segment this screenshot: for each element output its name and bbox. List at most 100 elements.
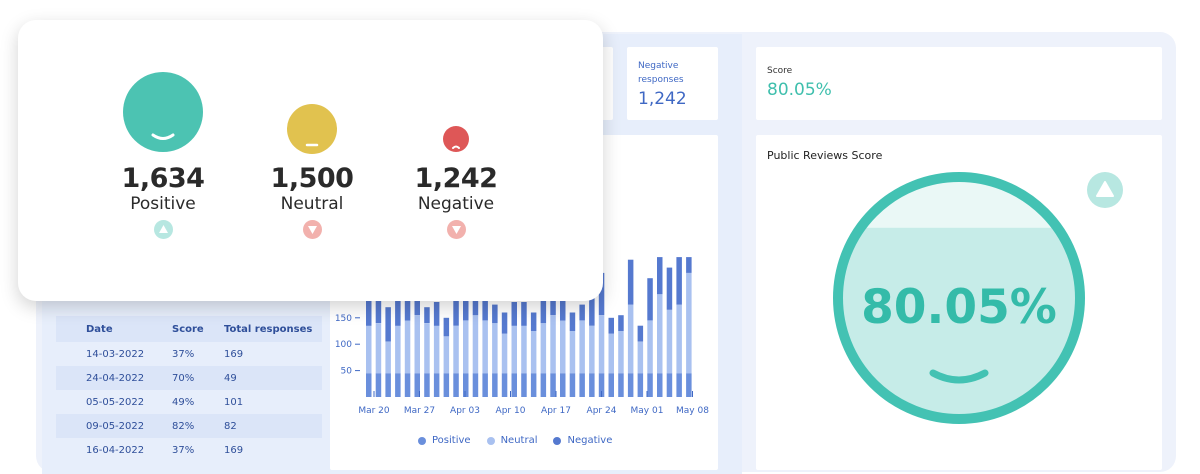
bar-positive[interactable] <box>560 373 566 397</box>
bar-negative[interactable] <box>395 288 401 326</box>
bar-neutral[interactable] <box>550 315 556 374</box>
bar-positive[interactable] <box>521 373 527 397</box>
bar-positive[interactable] <box>492 373 498 397</box>
bar-positive[interactable] <box>627 373 634 397</box>
trend-up-badge[interactable] <box>1087 172 1123 208</box>
bar-neutral[interactable] <box>598 315 605 374</box>
bar-neutral[interactable] <box>637 341 644 374</box>
bar-negative[interactable] <box>443 317 450 337</box>
table-row[interactable]: 05-05-2022 49% 101 <box>56 390 322 414</box>
bar-negative[interactable] <box>569 312 576 332</box>
bar-positive[interactable] <box>676 373 682 397</box>
bar-negative[interactable] <box>657 257 663 295</box>
table-row[interactable]: 16-04-2022 37% 169 <box>56 438 322 462</box>
bar-neutral[interactable] <box>686 272 692 374</box>
bar-neutral[interactable] <box>657 294 663 374</box>
bar-negative[interactable] <box>366 288 372 326</box>
bar-neutral[interactable] <box>492 323 498 374</box>
bar-negative[interactable] <box>637 325 644 342</box>
bar-neutral[interactable] <box>443 336 450 374</box>
positive-trend-up-icon[interactable] <box>154 220 173 239</box>
bar-positive[interactable] <box>686 373 692 397</box>
bar-neutral[interactable] <box>511 325 518 374</box>
bar-neutral[interactable] <box>540 323 547 374</box>
bar-negative[interactable] <box>666 267 673 310</box>
bar-positive[interactable] <box>414 373 421 397</box>
bar-negative[interactable] <box>501 312 508 334</box>
bar-neutral[interactable] <box>482 320 488 374</box>
bar-neutral[interactable] <box>385 341 391 374</box>
bar-negative[interactable] <box>521 302 527 326</box>
bar-negative[interactable] <box>404 296 411 321</box>
bar-negative[interactable] <box>385 307 391 342</box>
bar-neutral[interactable] <box>627 304 634 374</box>
bar-positive[interactable] <box>657 373 663 397</box>
bar-positive[interactable] <box>530 373 537 397</box>
table-header-total-responses[interactable]: Total responses <box>224 323 313 335</box>
bar-positive[interactable] <box>404 373 411 397</box>
bar-neutral[interactable] <box>608 333 615 374</box>
bar-negative[interactable] <box>482 291 488 321</box>
bar-positive[interactable] <box>511 373 518 397</box>
bar-negative[interactable] <box>618 315 624 331</box>
bar-neutral[interactable] <box>395 325 401 374</box>
bar-negative[interactable] <box>598 272 605 316</box>
neutral-trend-down-icon[interactable] <box>303 220 322 239</box>
bar-negative[interactable] <box>647 278 653 321</box>
table-row[interactable]: 09-05-2022 82% 82 <box>56 414 322 438</box>
bar-neutral[interactable] <box>453 325 459 374</box>
negative-trend-down-icon[interactable] <box>447 220 466 239</box>
bar-positive[interactable] <box>540 373 547 397</box>
bar-positive[interactable] <box>501 373 508 397</box>
bar-neutral[interactable] <box>666 309 673 374</box>
table-header-score[interactable]: Score <box>172 323 204 335</box>
bar-neutral[interactable] <box>589 325 595 374</box>
bar-negative[interactable] <box>560 296 566 321</box>
bar-positive[interactable] <box>482 373 488 397</box>
bar-positive[interactable] <box>463 373 469 397</box>
bar-positive[interactable] <box>424 373 430 397</box>
bar-negative[interactable] <box>375 294 382 323</box>
bar-positive[interactable] <box>579 373 585 397</box>
bar-neutral[interactable] <box>676 304 682 374</box>
bar-negative[interactable] <box>579 304 585 321</box>
table-row[interactable]: 24-04-2022 70% 49 <box>56 366 322 390</box>
bar-neutral[interactable] <box>560 320 566 374</box>
bar-negative[interactable] <box>530 312 537 332</box>
bar-neutral[interactable] <box>579 320 585 374</box>
bar-positive[interactable] <box>433 373 440 397</box>
bar-negative[interactable] <box>676 257 682 305</box>
bar-negative[interactable] <box>463 299 469 321</box>
bar-positive[interactable] <box>375 373 382 397</box>
bar-negative[interactable] <box>686 257 692 273</box>
bar-negative[interactable] <box>627 259 634 305</box>
bar-negative[interactable] <box>511 302 518 326</box>
bar-positive[interactable] <box>637 373 644 397</box>
bar-positive[interactable] <box>395 373 401 397</box>
bar-negative[interactable] <box>492 304 498 324</box>
table-header-date[interactable]: Date <box>86 323 113 335</box>
bar-negative[interactable] <box>589 296 595 326</box>
bar-positive[interactable] <box>569 373 576 397</box>
bar-neutral[interactable] <box>647 320 653 374</box>
bar-neutral[interactable] <box>424 323 430 374</box>
bar-neutral[interactable] <box>472 315 479 374</box>
bar-neutral[interactable] <box>501 333 508 374</box>
bar-neutral[interactable] <box>404 320 411 374</box>
bar-positive[interactable] <box>550 373 556 397</box>
bar-neutral[interactable] <box>618 331 624 374</box>
bar-neutral[interactable] <box>375 323 382 374</box>
bar-positive[interactable] <box>589 373 595 397</box>
bar-negative[interactable] <box>540 296 547 324</box>
bar-neutral[interactable] <box>521 325 527 374</box>
bar-positive[interactable] <box>598 373 605 397</box>
bar-neutral[interactable] <box>433 325 440 374</box>
bar-negative[interactable] <box>424 307 430 323</box>
bar-positive[interactable] <box>472 373 479 397</box>
bar-neutral[interactable] <box>569 331 576 374</box>
bar-neutral[interactable] <box>414 315 421 374</box>
bar-positive[interactable] <box>666 373 673 397</box>
bar-neutral[interactable] <box>463 320 469 374</box>
bar-positive[interactable] <box>385 373 391 397</box>
bar-negative[interactable] <box>608 317 615 334</box>
